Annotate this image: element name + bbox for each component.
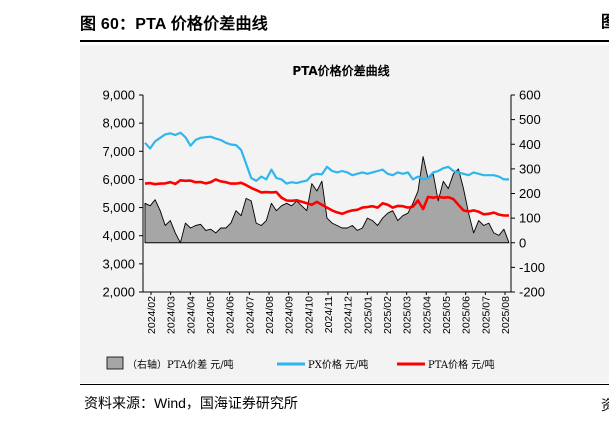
figure-title: 图 60：PTA 价格价差曲线 bbox=[80, 16, 268, 33]
series-px-line bbox=[144, 131, 509, 185]
x-tick-label: 2024/09 bbox=[284, 296, 296, 334]
left-tick-label: 7,000 bbox=[102, 144, 135, 159]
x-tick-label: 2025/06 bbox=[461, 296, 473, 334]
title-rule bbox=[80, 40, 609, 42]
chart-title: PTA价格价差曲线 bbox=[292, 63, 389, 78]
x-tick-label: 2024/03 bbox=[166, 296, 178, 334]
left-tick-label: 2,000 bbox=[102, 285, 135, 300]
x-tick-label: 2025/08 bbox=[500, 296, 512, 334]
series-pta-line bbox=[144, 178, 509, 217]
x-tick-label: 2025/01 bbox=[362, 296, 374, 334]
left-tick-label: 4,000 bbox=[102, 228, 135, 243]
source-note: 资料来源：Wind，国海证券研究所 bbox=[84, 395, 298, 411]
cropped-edge-text-top: 图 bbox=[601, 8, 609, 32]
right-tick-label: 500 bbox=[519, 112, 541, 127]
right-tick-label: 300 bbox=[519, 161, 541, 176]
x-tick-label: 2025/02 bbox=[382, 296, 394, 334]
x-tick-label: 2024/07 bbox=[244, 296, 256, 334]
legend-px-label: PX价格 元/吨 bbox=[308, 358, 368, 371]
right-tick-label: 400 bbox=[519, 137, 541, 152]
x-tick-label: 2024/04 bbox=[185, 296, 197, 334]
plot-area bbox=[144, 131, 510, 244]
x-tick-label: 2024/08 bbox=[264, 296, 276, 334]
right-tick-label: 0 bbox=[519, 235, 526, 250]
source-rule bbox=[80, 384, 609, 385]
x-tick-label: 2024/02 bbox=[146, 296, 158, 334]
x-tick-label: 2024/05 bbox=[205, 296, 217, 334]
axes: 2,000 3,000 4,000 5,000 6,000 7,000 8,000 9,000… bbox=[102, 88, 545, 334]
legend-spread-label: （右轴）PTA价差 元/吨 bbox=[127, 358, 234, 371]
left-tick-label: 5,000 bbox=[102, 200, 135, 215]
x-tick-label: 2024/11 bbox=[323, 296, 335, 333]
x-tick-label: 2025/07 bbox=[480, 296, 492, 334]
right-tick-label: -200 bbox=[519, 285, 545, 300]
x-tick-label: 2025/04 bbox=[421, 296, 433, 334]
cropped-edge-text-bottom: 资 bbox=[601, 397, 609, 413]
legend: （右轴）PTA价差 元/吨 PX价格 元/吨 PTA价格 元/吨 bbox=[106, 356, 495, 371]
legend-pta-label: PTA价格 元/吨 bbox=[428, 358, 495, 371]
right-tick-label: 600 bbox=[519, 88, 541, 103]
x-tick-label: 2025/05 bbox=[441, 296, 453, 334]
x-tick-label: 2024/10 bbox=[303, 296, 315, 334]
x-tick-label: 2025/03 bbox=[402, 296, 414, 334]
left-tick-label: 6,000 bbox=[102, 172, 135, 187]
x-tick-label: 2024/06 bbox=[225, 296, 237, 334]
x-tick-label: 2024/12 bbox=[343, 296, 355, 334]
right-tick-label: 100 bbox=[519, 211, 541, 226]
left-tick-label: 3,000 bbox=[102, 256, 135, 271]
left-tick-label: 8,000 bbox=[102, 116, 135, 131]
left-tick-label: 9,000 bbox=[102, 88, 135, 103]
right-tick-label: 200 bbox=[519, 186, 541, 201]
right-tick-label: -100 bbox=[519, 260, 545, 275]
legend-spread-swatch bbox=[106, 356, 124, 370]
